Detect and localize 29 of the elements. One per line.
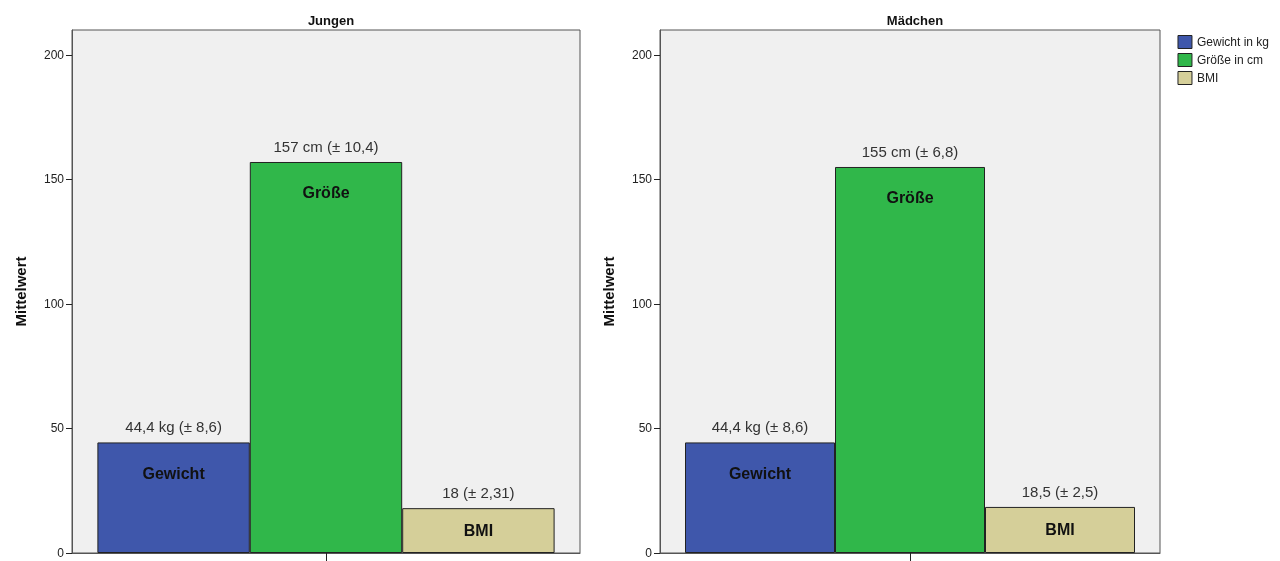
y-tick-label: 50 bbox=[638, 421, 653, 436]
legend-label: Größe in cm bbox=[1196, 53, 1263, 67]
chart-title: Jungen bbox=[307, 13, 355, 28]
annotation: Gewicht bbox=[728, 464, 792, 482]
chart-title: Mädchen bbox=[886, 13, 944, 28]
data-label: 157 cm (± 10,4) bbox=[273, 138, 379, 155]
data-label: 18 (± 2,31) bbox=[442, 484, 515, 502]
y-tick-label: 0 bbox=[645, 546, 653, 560]
data-label: 18,5 (± 2,5) bbox=[1021, 482, 1099, 500]
annotation: Größe bbox=[886, 189, 934, 207]
y-axis-title: Mittelwert bbox=[600, 256, 617, 327]
annotation: BMI bbox=[1045, 521, 1075, 539]
y-tick-label: 100 bbox=[631, 296, 653, 311]
data-label: 44,4 kg (± 8,6) bbox=[125, 418, 222, 436]
y-tick-label: 150 bbox=[43, 172, 65, 187]
annotation: Gewicht bbox=[142, 464, 206, 482]
y-tick-label: 150 bbox=[631, 172, 653, 187]
data-label: 44,4 kg (± 8,6) bbox=[711, 418, 809, 436]
annotation: Größe bbox=[302, 184, 350, 202]
y-tick-label: 100 bbox=[43, 296, 65, 311]
y-axis-title: Mittelwert bbox=[12, 256, 29, 327]
y-tick-label: 200 bbox=[43, 47, 65, 62]
data-label: 155 cm (± 6,8) bbox=[861, 142, 959, 160]
annotation: BMI bbox=[463, 522, 494, 540]
legend-label: Gewicht in kg bbox=[1196, 35, 1269, 49]
y-tick-label: 200 bbox=[631, 47, 653, 62]
y-tick-label: 50 bbox=[50, 421, 65, 436]
legend-label: BMI bbox=[1196, 71, 1219, 85]
y-tick-label: 0 bbox=[57, 546, 65, 560]
